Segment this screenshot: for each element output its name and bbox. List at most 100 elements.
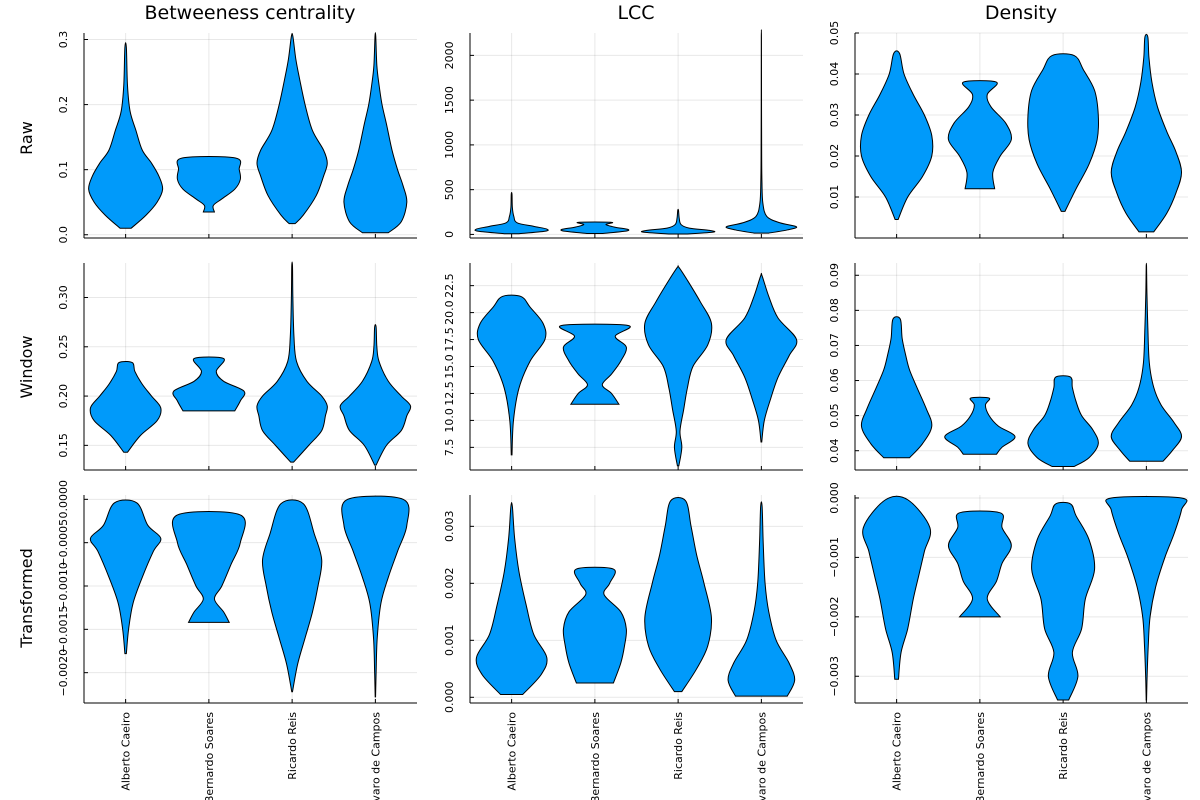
violin-ricardo-reis: [256, 32, 328, 225]
violin-alberto-caeiro: [475, 501, 548, 695]
y-tick-label: 10.0: [443, 408, 456, 433]
violin-bernardo-soares: [944, 396, 1016, 455]
violin--lvaro-de-campos: [1110, 34, 1183, 233]
violin-alberto-caeiro: [860, 316, 933, 459]
row-title-transformed: Transformed: [17, 548, 36, 649]
category-label: Alberto Caeiro: [120, 712, 133, 791]
y-tick-label: 2000: [443, 41, 456, 69]
violin--lvaro-de-campos: [339, 324, 412, 466]
y-tick-label: −0.0005: [57, 519, 70, 567]
violin-alberto-caeiro: [859, 50, 934, 221]
category-label: Alberto Caeiro: [891, 712, 904, 791]
y-tick-label: 0.03: [828, 103, 841, 128]
panel-2-1: 0.000 0.001 0.002 0.003 Alberto Caeiro Bernar…: [443, 495, 803, 800]
violin-alberto-caeiro: [474, 191, 549, 235]
panel-0-2: 0.01 0.02 0.03 0.04 0.05: [828, 21, 1188, 239]
violin-ricardo-reis: [643, 265, 713, 467]
y-tick-label: 0.0: [57, 226, 70, 244]
violin-ricardo-reis: [1027, 375, 1099, 467]
y-tick-label: 0.08: [828, 298, 841, 323]
column-title-density: Density: [985, 2, 1057, 24]
y-tick-label: 0: [443, 231, 456, 238]
y-tick-label: −0.0010: [57, 562, 70, 610]
y-tick-label: 0.000: [828, 482, 841, 514]
category-label: Ricardo Reis: [672, 712, 685, 780]
y-tick-label: 500: [443, 179, 456, 200]
category-label: Álvaro de Campos: [369, 712, 382, 800]
y-tick-label: 0.15: [57, 433, 70, 458]
violin-ricardo-reis: [256, 261, 328, 463]
y-tick-label: 0.2: [57, 96, 70, 114]
y-tick-label: 0.05: [828, 403, 841, 428]
violin--lvaro-de-campos: [1105, 496, 1188, 701]
violin-bernardo-soares: [176, 155, 242, 213]
violin-ricardo-reis: [640, 208, 716, 235]
y-tick-label: −0.0015: [57, 605, 70, 653]
row-title-raw: Raw: [17, 121, 36, 155]
y-tick-label: 0.000: [443, 682, 456, 714]
violin-bernardo-soares: [562, 566, 627, 684]
violin-ricardo-reis: [1031, 501, 1096, 701]
violin-alberto-caeiro: [89, 360, 162, 453]
violin-ricardo-reis: [261, 499, 323, 693]
violin-alberto-caeiro: [862, 495, 932, 680]
violin-bernardo-soares: [560, 221, 630, 235]
y-tick-label: 0.0000: [57, 480, 70, 519]
category-label: Ricardo Reis: [286, 712, 299, 780]
violin-bernardo-soares: [947, 80, 1012, 190]
category-label: Alberto Caeiro: [506, 712, 519, 791]
category-label: Álvaro de Campos: [755, 712, 768, 800]
y-tick-label: 22.5: [443, 273, 456, 298]
violin-alberto-caeiro: [476, 294, 547, 456]
y-tick-label: 12.5: [443, 381, 456, 406]
y-tick-label: 1000: [443, 131, 456, 159]
y-tick-label: 0.06: [828, 368, 841, 393]
violin-bernardo-soares: [559, 323, 631, 405]
y-tick-label: 20.0: [443, 300, 456, 325]
violin--lvaro-de-campos: [725, 29, 798, 234]
category-label: Álvaro de Campos: [1140, 712, 1153, 800]
category-label: Bernardo Soares: [974, 712, 987, 800]
y-tick-label: −0.002: [828, 596, 841, 637]
category-label: Ricardo Reis: [1057, 712, 1070, 780]
y-tick-label: 0.002: [443, 568, 456, 600]
y-tick-label: 0.25: [57, 335, 70, 360]
y-tick-label: 0.3: [57, 31, 70, 49]
y-tick-label: 0.1: [57, 161, 70, 179]
violin-alberto-caeiro: [88, 42, 164, 229]
y-tick-label: 7.5: [443, 439, 456, 457]
violin-bernardo-soares: [947, 510, 1012, 618]
panel-1-0: 0.15 0.20 0.25 0.30: [57, 261, 417, 471]
violin-bernardo-soares: [172, 356, 246, 412]
panel-0-0: 0.0 0.1 0.2 0.3: [57, 31, 417, 244]
category-label: Bernardo Soares: [203, 712, 216, 800]
y-tick-label: −0.003: [828, 656, 841, 697]
y-tick-label: 0.003: [443, 511, 456, 543]
y-tick-label: 0.02: [828, 144, 841, 169]
violin-alberto-caeiro: [89, 499, 162, 655]
column-title-lcc: LCC: [617, 2, 654, 24]
y-tick-label: 0.09: [828, 263, 841, 288]
panel-0-1: 0 500 1000 1500 2000: [443, 29, 803, 239]
row-title-window: Window: [17, 335, 36, 398]
violin-bernardo-soares: [171, 511, 246, 623]
y-tick-label: 0.30: [57, 285, 70, 310]
panel-1-1: 7.5 10.0 12.5 15.0 17.5 20.0 22.5: [443, 263, 803, 471]
violin-ricardo-reis: [1027, 53, 1100, 212]
y-tick-label: 0.05: [828, 21, 841, 46]
y-tick-label: −0.0020: [57, 649, 70, 697]
y-tick-label: 0.001: [443, 625, 456, 657]
y-tick-label: 0.04: [828, 438, 841, 463]
category-label: Bernardo Soares: [589, 712, 602, 800]
violin--lvaro-de-campos: [343, 32, 408, 234]
y-tick-label: 0.07: [828, 333, 841, 358]
y-tick-label: 15.0: [443, 354, 456, 379]
panel-2-2: −0.003 −0.002 −0.001 0.000 Alberto Caeiro Ber…: [828, 482, 1188, 800]
y-tick-label: 17.5: [443, 327, 456, 352]
violin-ricardo-reis: [644, 496, 713, 693]
y-tick-label: 0.01: [828, 185, 841, 210]
panel-1-2: 0.04 0.05 0.06 0.07 0.08 0.09: [828, 262, 1188, 471]
violin--lvaro-de-campos: [341, 495, 410, 698]
